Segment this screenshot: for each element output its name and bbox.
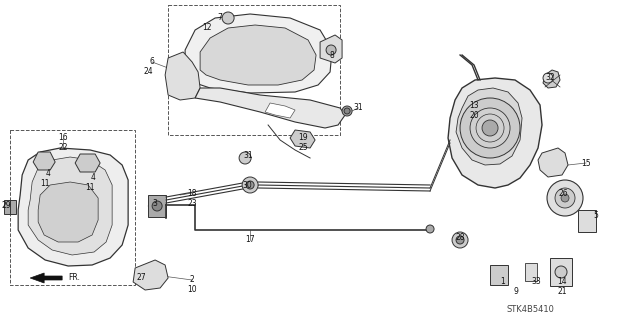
Polygon shape: [30, 273, 62, 283]
Circle shape: [152, 201, 162, 211]
Polygon shape: [200, 25, 316, 85]
Text: STK4B5410: STK4B5410: [506, 306, 554, 315]
Circle shape: [460, 98, 520, 158]
Circle shape: [561, 194, 569, 202]
Text: 25: 25: [298, 144, 308, 152]
Text: 3: 3: [153, 198, 157, 207]
Bar: [490, 265, 508, 285]
Text: 32: 32: [545, 73, 555, 83]
Polygon shape: [320, 35, 342, 63]
Circle shape: [486, 157, 493, 164]
Text: 30: 30: [242, 181, 252, 189]
Circle shape: [344, 108, 350, 114]
Text: 11: 11: [40, 179, 50, 188]
Circle shape: [499, 154, 506, 161]
Polygon shape: [195, 88, 345, 128]
Circle shape: [516, 137, 523, 144]
Circle shape: [547, 180, 583, 216]
Text: 11: 11: [85, 183, 95, 192]
Bar: [4, 200, 16, 214]
Circle shape: [464, 147, 471, 154]
Circle shape: [555, 188, 575, 208]
Text: 20: 20: [469, 110, 479, 120]
Circle shape: [246, 181, 254, 189]
Circle shape: [239, 152, 251, 164]
Circle shape: [222, 12, 234, 24]
Text: 26: 26: [558, 189, 568, 197]
Text: 31: 31: [353, 103, 363, 113]
Polygon shape: [185, 14, 332, 93]
Text: 19: 19: [298, 133, 308, 143]
Circle shape: [499, 95, 506, 102]
Text: 31: 31: [243, 151, 253, 160]
Circle shape: [509, 147, 516, 154]
Text: 21: 21: [557, 287, 567, 296]
Circle shape: [326, 45, 336, 55]
Text: 9: 9: [513, 287, 518, 296]
Circle shape: [457, 112, 464, 119]
Circle shape: [555, 266, 567, 278]
Circle shape: [486, 93, 493, 100]
Text: 7: 7: [218, 13, 223, 23]
Text: 13: 13: [469, 100, 479, 109]
Text: 22: 22: [58, 144, 68, 152]
Text: 6: 6: [150, 57, 155, 66]
Circle shape: [509, 102, 516, 109]
Circle shape: [474, 154, 481, 161]
Circle shape: [452, 232, 468, 248]
Text: 16: 16: [58, 133, 68, 143]
Text: 15: 15: [581, 159, 591, 167]
Polygon shape: [33, 152, 55, 170]
Circle shape: [456, 236, 464, 244]
Circle shape: [543, 73, 553, 83]
Text: 10: 10: [188, 286, 197, 294]
Circle shape: [342, 106, 352, 116]
Text: 29: 29: [1, 201, 11, 210]
Circle shape: [464, 102, 471, 109]
Text: 28: 28: [455, 234, 465, 242]
Text: 33: 33: [531, 278, 541, 286]
Polygon shape: [456, 88, 522, 165]
Bar: [550, 258, 572, 286]
Polygon shape: [28, 157, 112, 255]
Text: 23: 23: [188, 198, 197, 207]
Circle shape: [470, 108, 510, 148]
Polygon shape: [290, 130, 315, 148]
Bar: [148, 195, 166, 217]
Bar: [578, 210, 596, 232]
Polygon shape: [18, 148, 128, 266]
Text: 24: 24: [143, 68, 153, 77]
Text: 18: 18: [188, 189, 197, 197]
Text: FR.: FR.: [68, 273, 80, 283]
Circle shape: [482, 120, 498, 136]
Polygon shape: [75, 154, 100, 172]
Circle shape: [474, 95, 481, 102]
Circle shape: [242, 177, 258, 193]
Circle shape: [454, 124, 461, 131]
Polygon shape: [133, 260, 168, 290]
Text: 27: 27: [136, 273, 146, 283]
Bar: [525, 263, 537, 281]
Text: 2: 2: [189, 276, 195, 285]
Text: 4: 4: [91, 174, 95, 182]
Polygon shape: [165, 52, 200, 100]
Polygon shape: [265, 103, 295, 118]
Circle shape: [426, 225, 434, 233]
Polygon shape: [543, 70, 560, 88]
Polygon shape: [448, 78, 542, 188]
Text: 12: 12: [202, 24, 212, 33]
Text: 1: 1: [500, 278, 506, 286]
Circle shape: [516, 112, 523, 119]
Circle shape: [457, 137, 464, 144]
Bar: [168, 5, 340, 135]
Polygon shape: [538, 148, 568, 177]
Polygon shape: [38, 182, 98, 242]
Text: 4: 4: [45, 168, 51, 177]
Text: 14: 14: [557, 278, 567, 286]
Text: 8: 8: [330, 50, 335, 60]
Circle shape: [518, 124, 525, 131]
Text: 5: 5: [593, 211, 598, 219]
Bar: [10, 130, 135, 285]
Text: 17: 17: [245, 235, 255, 244]
